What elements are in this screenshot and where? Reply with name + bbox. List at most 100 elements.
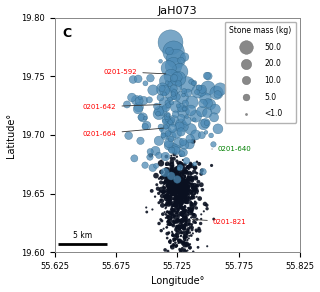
Point <box>169 170 174 174</box>
Point <box>179 219 184 223</box>
Point <box>174 214 179 219</box>
Point <box>176 199 181 204</box>
Point <box>169 100 174 105</box>
Point <box>168 120 173 124</box>
Point <box>178 180 183 184</box>
Point <box>177 195 182 199</box>
Point <box>190 194 196 198</box>
Point <box>170 206 175 211</box>
Point <box>168 190 173 194</box>
Point <box>193 175 198 180</box>
Point <box>182 208 187 213</box>
Point <box>172 181 177 186</box>
Point <box>170 180 175 185</box>
Point <box>180 166 185 171</box>
Point <box>170 190 175 195</box>
Point <box>167 211 172 215</box>
Point <box>163 203 168 207</box>
Point <box>189 192 194 197</box>
Point <box>156 112 161 116</box>
Point <box>170 203 175 208</box>
Point <box>179 190 184 194</box>
Point <box>183 220 188 225</box>
Point <box>165 213 170 218</box>
Point <box>195 237 200 242</box>
Point <box>167 197 172 202</box>
Point <box>183 191 188 195</box>
Point <box>180 192 185 197</box>
Point <box>179 248 184 253</box>
Point <box>169 202 174 206</box>
Point <box>172 171 177 175</box>
Point <box>173 147 179 151</box>
Point <box>170 208 175 213</box>
Point <box>173 178 179 182</box>
Point <box>190 211 195 216</box>
Point <box>193 201 198 206</box>
Point <box>161 190 166 195</box>
Point <box>172 243 177 248</box>
Text: 0201-642: 0201-642 <box>83 104 161 110</box>
Point <box>187 164 192 169</box>
Point <box>185 171 190 175</box>
Point <box>167 197 172 202</box>
Point <box>167 178 172 182</box>
Point <box>192 165 197 170</box>
Point <box>180 181 186 185</box>
Point <box>184 232 189 237</box>
Point <box>183 186 188 191</box>
Point <box>203 96 208 101</box>
Point <box>173 176 178 181</box>
Point <box>175 171 180 175</box>
Point <box>174 131 179 135</box>
Point <box>163 194 168 199</box>
Point <box>189 176 194 180</box>
Point <box>181 240 187 244</box>
Point <box>184 230 189 235</box>
Point <box>176 188 181 193</box>
Point <box>171 92 176 96</box>
Point <box>148 149 153 154</box>
Point <box>159 158 164 163</box>
Legend: 50.0, 20.0, 10.0, 5.0, <1.0: 50.0, 20.0, 10.0, 5.0, <1.0 <box>225 22 296 123</box>
Point <box>178 223 183 227</box>
Point <box>186 222 191 227</box>
Point <box>183 192 188 197</box>
Point <box>173 194 179 198</box>
Point <box>199 168 204 173</box>
Point <box>167 120 172 124</box>
Point <box>161 184 166 188</box>
X-axis label: Longitude°: Longitude° <box>151 277 204 286</box>
Point <box>209 133 214 138</box>
Point <box>201 122 206 127</box>
Point <box>163 170 168 175</box>
Point <box>171 190 176 194</box>
Point <box>171 49 176 54</box>
Point <box>169 180 174 185</box>
Point <box>183 181 188 185</box>
Point <box>179 193 184 198</box>
Point <box>183 209 188 214</box>
Point <box>197 228 202 233</box>
Point <box>182 230 187 234</box>
Point <box>177 247 182 252</box>
Point <box>175 200 180 204</box>
Point <box>189 182 194 186</box>
Point <box>186 228 191 233</box>
Point <box>163 180 168 185</box>
Point <box>167 222 172 227</box>
Point <box>180 182 185 186</box>
Point <box>172 76 177 80</box>
Point <box>183 222 188 227</box>
Point <box>173 169 178 173</box>
Point <box>169 190 174 194</box>
Point <box>160 191 165 196</box>
Point <box>174 171 180 175</box>
Point <box>190 206 196 211</box>
Point <box>185 188 190 193</box>
Point <box>166 141 172 145</box>
Point <box>170 192 175 197</box>
Point <box>186 242 191 247</box>
Point <box>176 229 181 234</box>
Point <box>169 196 174 201</box>
